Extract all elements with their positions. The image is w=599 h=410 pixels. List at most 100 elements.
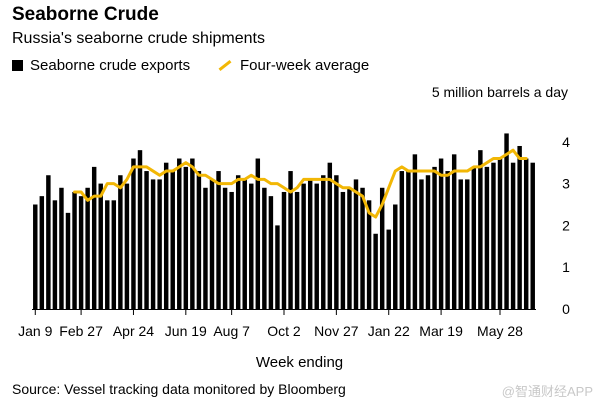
bar (510, 162, 516, 309)
legend-label-exports: Seaborne crude exports (30, 57, 191, 74)
bar (177, 158, 182, 309)
x-tick-label: Oct 2 (267, 323, 301, 339)
bar (131, 158, 136, 309)
bar (465, 179, 470, 309)
bar (373, 233, 378, 309)
bar (203, 187, 208, 309)
watermark: @智通财经APP (501, 384, 593, 399)
bar (91, 166, 97, 309)
bar (321, 175, 326, 309)
bar (229, 191, 234, 309)
bar (288, 171, 293, 309)
source-note: Source: Vessel tracking data monitored b… (12, 381, 346, 397)
bar (412, 154, 418, 309)
bar (275, 225, 280, 309)
bar (406, 171, 411, 309)
bar (451, 154, 457, 309)
bar (471, 166, 477, 309)
y-tick-label: 1 (562, 259, 570, 275)
bar (33, 204, 38, 309)
bar (65, 212, 71, 309)
bar (445, 171, 450, 309)
bar (504, 133, 509, 309)
legend-bar-swatch (12, 60, 23, 71)
bar (491, 162, 496, 309)
bar (216, 171, 221, 309)
bar (190, 158, 195, 309)
x-tick-label: Jan 22 (368, 323, 410, 339)
bar (137, 150, 143, 309)
bar (419, 179, 424, 309)
x-tick-label: Aug 7 (213, 323, 250, 339)
chart-title: Seaborne Crude (12, 4, 159, 25)
bar (327, 162, 333, 309)
bar (85, 187, 90, 309)
legend-label-average: Four-week average (240, 57, 370, 74)
bar (150, 179, 156, 309)
bar (98, 183, 103, 309)
x-tick-label: May 28 (477, 323, 523, 339)
y-tick-label: 2 (562, 217, 570, 233)
x-tick-label: Feb 27 (59, 323, 103, 339)
bar (46, 175, 51, 309)
bar (255, 158, 261, 309)
bar (170, 171, 175, 309)
bar (347, 187, 352, 309)
bar (78, 196, 84, 309)
bar (353, 179, 359, 309)
y-tick-label: 3 (562, 176, 570, 192)
bar (268, 196, 274, 309)
bar (249, 183, 254, 309)
bar (111, 200, 117, 309)
bar (157, 179, 162, 309)
bar (39, 196, 45, 309)
bar (379, 187, 385, 309)
y-tick-label: 0 (562, 301, 570, 317)
bar (438, 158, 444, 309)
bar (163, 162, 169, 309)
chart-subtitle: Russia's seaborne crude shipments (12, 30, 265, 47)
bar (393, 204, 398, 309)
bar (222, 187, 228, 309)
bar (399, 171, 405, 309)
bar (262, 187, 267, 309)
x-axis-label: Week ending (255, 354, 344, 371)
bar (478, 150, 483, 309)
bar (281, 191, 287, 309)
bar (307, 179, 313, 309)
bar (72, 191, 77, 309)
bar (59, 187, 64, 309)
y-tick-label: 4 (562, 134, 570, 150)
bar (301, 183, 306, 309)
bar (124, 183, 130, 309)
x-tick-label: Nov 27 (314, 323, 359, 339)
bar (183, 166, 189, 309)
bar (497, 158, 503, 309)
x-tick-label: Mar 19 (419, 323, 463, 339)
bar (366, 200, 372, 309)
series-line-average (73, 148, 528, 219)
y-axis-unit-label: 5 million barrels a day (431, 84, 568, 100)
bar (484, 166, 490, 309)
legend-item-average: Four-week average (218, 57, 369, 74)
legend-item-exports: Seaborne crude exports (12, 57, 190, 74)
bar (458, 179, 463, 309)
bar (196, 171, 202, 309)
bar (294, 191, 300, 309)
x-tick-label: Jan 9 (18, 323, 52, 339)
x-tick-label: Jun 19 (165, 323, 207, 339)
bar (517, 145, 522, 309)
bar (386, 229, 391, 309)
bar (314, 183, 319, 309)
bar (118, 175, 123, 309)
bar (425, 175, 431, 309)
bar (105, 200, 110, 309)
x-tick-label: Apr 24 (113, 323, 154, 339)
bar (209, 179, 215, 309)
bar (242, 179, 247, 309)
bar (144, 171, 149, 309)
bar (340, 191, 346, 309)
bar (360, 187, 365, 309)
bar (530, 162, 535, 309)
